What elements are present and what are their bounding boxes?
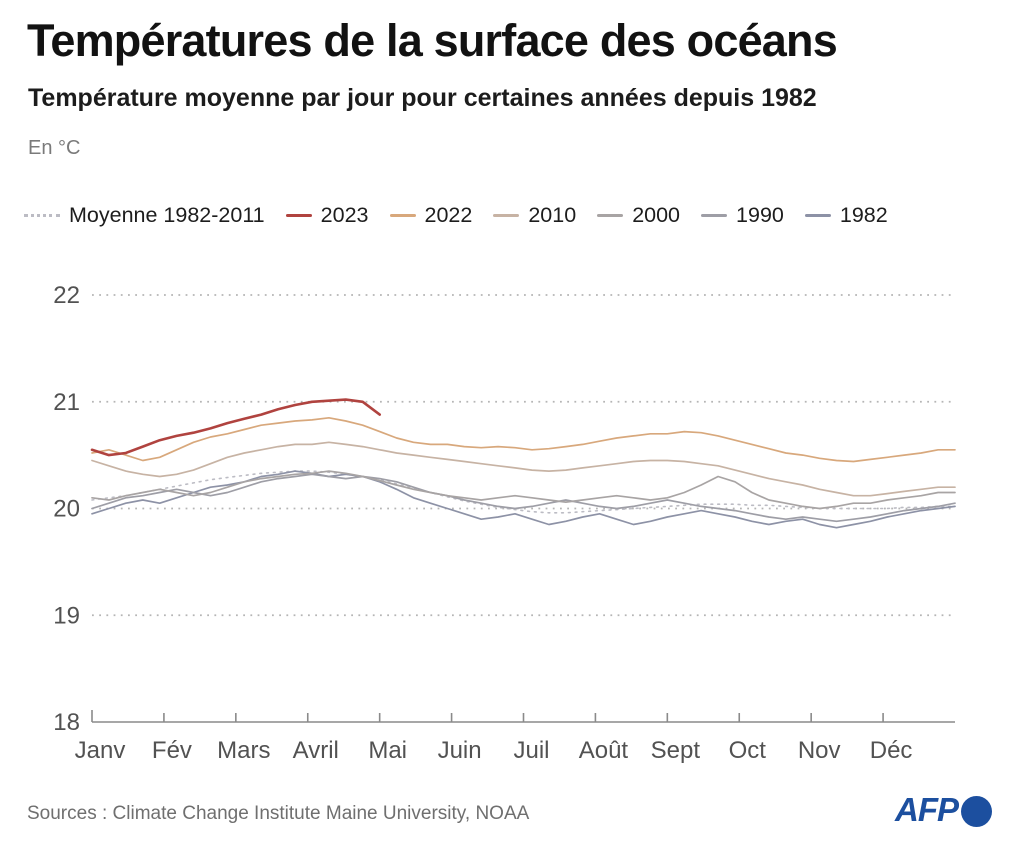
x-axis-label-Juin: Juin	[438, 737, 482, 764]
legend-swatch-icon	[597, 214, 624, 217]
series-line-2000	[91, 470, 956, 510]
series-line-moyenne-1982-2011	[91, 470, 956, 514]
series-line-2010	[91, 441, 956, 497]
y-axis-label-20: 20	[53, 496, 80, 523]
x-axis-label-Août: Août	[579, 737, 629, 764]
afp-logo-circle-icon	[961, 796, 992, 827]
x-axis-label-Déc: Déc	[870, 737, 913, 764]
legend-label: 1982	[839, 203, 888, 227]
x-axis-label-Nov: Nov	[798, 737, 841, 764]
legend-item-1982: 1982	[804, 203, 888, 228]
x-axis-label-Sept: Sept	[651, 737, 701, 764]
series-line-1990	[91, 473, 956, 523]
x-axis-label-Mars: Mars	[217, 737, 270, 764]
x-axis-label-Mai: Mai	[368, 737, 407, 764]
series-line-1982	[91, 470, 956, 529]
series-line-2022	[91, 416, 956, 463]
chart-title: Températures de la surface des océans	[27, 15, 838, 66]
afp-logo-text: AFP	[895, 791, 959, 828]
legend-swatch-icon	[493, 214, 520, 217]
legend-label: 2023	[320, 203, 369, 227]
legend-item-2000: 2000	[597, 203, 680, 228]
legend-item-2022: 2022	[389, 203, 473, 228]
chart-subtitle: Température moyenne par jour pour certai…	[28, 84, 817, 112]
x-axis-label-Oct: Oct	[729, 737, 767, 764]
legend-label: 1990	[736, 203, 784, 227]
x-axis-label-Avril: Avril	[293, 737, 339, 764]
legend-swatch-icon	[24, 214, 60, 217]
y-axis-label-21: 21	[53, 389, 80, 416]
y-axis-label-19: 19	[53, 602, 80, 629]
y-axis-label-22: 22	[53, 282, 80, 309]
legend-label: Moyenne 1982-2011	[69, 203, 265, 227]
afp-logo: AFP	[895, 792, 992, 827]
series-line-2023	[90, 398, 382, 457]
x-axis-label-Juil: Juil	[513, 737, 549, 764]
legend-item-2023: 2023	[285, 203, 369, 228]
legend-swatch-icon	[389, 214, 416, 217]
legend-label: 2000	[632, 203, 681, 227]
y-axis-label-18: 18	[53, 709, 80, 736]
sources-text: Sources : Climate Change Institute Maine…	[27, 803, 530, 824]
legend: Moyenne 1982-2011 2023 2022 2010 2000 1990 198…	[24, 203, 1004, 228]
unit-label: En °C	[28, 137, 81, 159]
legend-swatch-icon	[285, 214, 312, 217]
legend-swatch-icon	[804, 214, 831, 217]
legend-item-1990: 1990	[701, 203, 784, 228]
legend-swatch-icon	[701, 214, 728, 217]
legend-label: 2010	[528, 203, 577, 227]
legend-item-2010: 2010	[493, 203, 576, 228]
x-axis-label-Fév: Fév	[152, 737, 192, 764]
legend-label: 2022	[424, 203, 473, 227]
x-axis-label-Janv: Janv	[75, 737, 126, 764]
legend-item-moyenne-1982-2011: Moyenne 1982-2011	[24, 203, 265, 228]
